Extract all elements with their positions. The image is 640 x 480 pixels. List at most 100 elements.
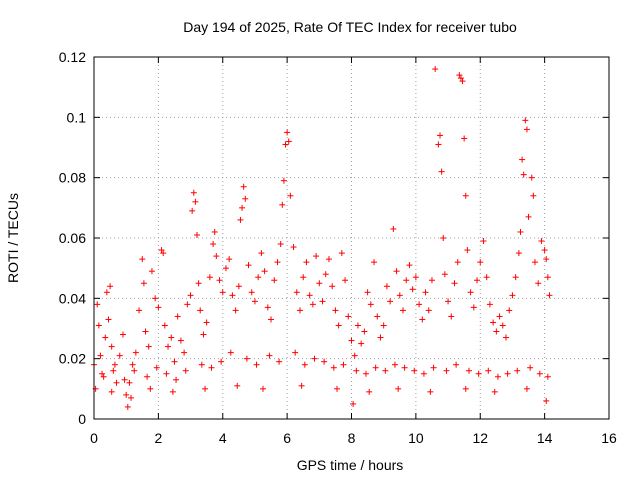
data-point <box>467 289 474 296</box>
data-point <box>94 301 101 308</box>
data-point <box>160 250 167 257</box>
data-point <box>329 283 336 290</box>
data-point <box>382 367 389 374</box>
data-point <box>280 177 287 184</box>
data-point <box>543 397 550 404</box>
data-point <box>203 319 210 326</box>
data-point <box>123 391 130 398</box>
data-point <box>334 385 341 392</box>
data-point <box>499 322 506 329</box>
x-tick-label: 12 <box>472 430 488 446</box>
data-point <box>527 364 534 371</box>
data-point <box>113 379 120 386</box>
data-point <box>422 289 429 296</box>
data-point <box>544 274 551 281</box>
data-point <box>142 328 149 335</box>
data-point <box>514 367 521 374</box>
data-point <box>168 334 175 341</box>
data-point <box>227 349 234 356</box>
data-point <box>287 192 294 199</box>
data-point <box>309 301 316 308</box>
data-point <box>211 228 218 235</box>
data-point <box>491 388 498 395</box>
data-point <box>340 361 347 368</box>
data-point <box>496 313 503 320</box>
data-point <box>200 331 207 338</box>
data-point <box>189 207 196 214</box>
data-point <box>136 307 143 314</box>
data-point <box>145 343 152 350</box>
data-point <box>515 250 522 257</box>
y-axis-label: ROTI / TECUs <box>5 193 21 283</box>
data-point <box>105 316 112 323</box>
data-point <box>503 334 509 341</box>
x-axis-label: GPS time / hours <box>297 457 404 473</box>
y-tick-label: 0.12 <box>59 49 86 65</box>
data-point <box>342 277 349 284</box>
y-tick-label: 0.02 <box>59 351 86 367</box>
data-point <box>99 370 106 377</box>
data-point <box>206 274 213 281</box>
data-point <box>445 298 452 305</box>
data-point <box>316 280 323 287</box>
data-point <box>477 259 484 266</box>
data-point <box>387 298 394 305</box>
data-point <box>126 379 133 386</box>
data-point <box>485 367 492 374</box>
data-point <box>351 352 358 359</box>
tick-layer: 0 2 4 6 8 10 12 14 16 0 0.02 0.04 0.06 0.08 0.1 0.12 <box>59 49 617 446</box>
data-point <box>412 274 419 281</box>
data-point <box>350 400 357 407</box>
data-point <box>335 322 342 329</box>
data-point <box>470 304 477 311</box>
data-point <box>372 364 379 371</box>
data-point <box>462 192 469 199</box>
data-point <box>303 259 310 266</box>
data-point <box>226 256 233 263</box>
data-point <box>522 117 529 124</box>
data-point <box>396 292 403 299</box>
data-point <box>144 373 151 380</box>
data-point <box>465 367 472 374</box>
data-point <box>190 189 197 196</box>
y-tick-label: 0 <box>78 411 86 427</box>
data-point <box>100 373 107 380</box>
data-point <box>240 183 247 190</box>
data-point <box>187 292 194 299</box>
data-point <box>523 385 530 392</box>
data-point <box>401 364 408 371</box>
data-point <box>366 388 373 395</box>
data-point <box>395 385 402 392</box>
x-tick-label: 14 <box>537 430 553 446</box>
data-point <box>437 132 444 139</box>
data-point <box>298 382 305 389</box>
data-point <box>161 322 168 329</box>
data-point <box>319 298 326 305</box>
data-point <box>132 349 139 356</box>
data-point <box>253 361 260 368</box>
data-point <box>290 244 297 251</box>
data-point <box>237 216 244 223</box>
data-point <box>229 292 236 299</box>
data-point <box>530 192 537 199</box>
data-point <box>535 280 542 287</box>
data-point <box>239 204 246 211</box>
chart-title: Day 194 of 2025, Rate Of TEC Index for r… <box>183 19 517 35</box>
data-point <box>419 316 426 323</box>
data-point <box>474 277 481 284</box>
data-point <box>124 403 131 410</box>
data-point <box>480 238 487 245</box>
data-point <box>276 358 283 365</box>
data-point <box>517 228 524 235</box>
data-point <box>462 385 469 392</box>
data-point <box>232 307 239 314</box>
data-point <box>325 256 332 263</box>
data-point <box>512 274 519 281</box>
data-point <box>546 292 553 299</box>
data-point <box>371 259 378 266</box>
data-point <box>147 385 154 392</box>
data-point <box>464 247 471 254</box>
data-point <box>266 352 273 359</box>
data-point <box>543 256 550 263</box>
